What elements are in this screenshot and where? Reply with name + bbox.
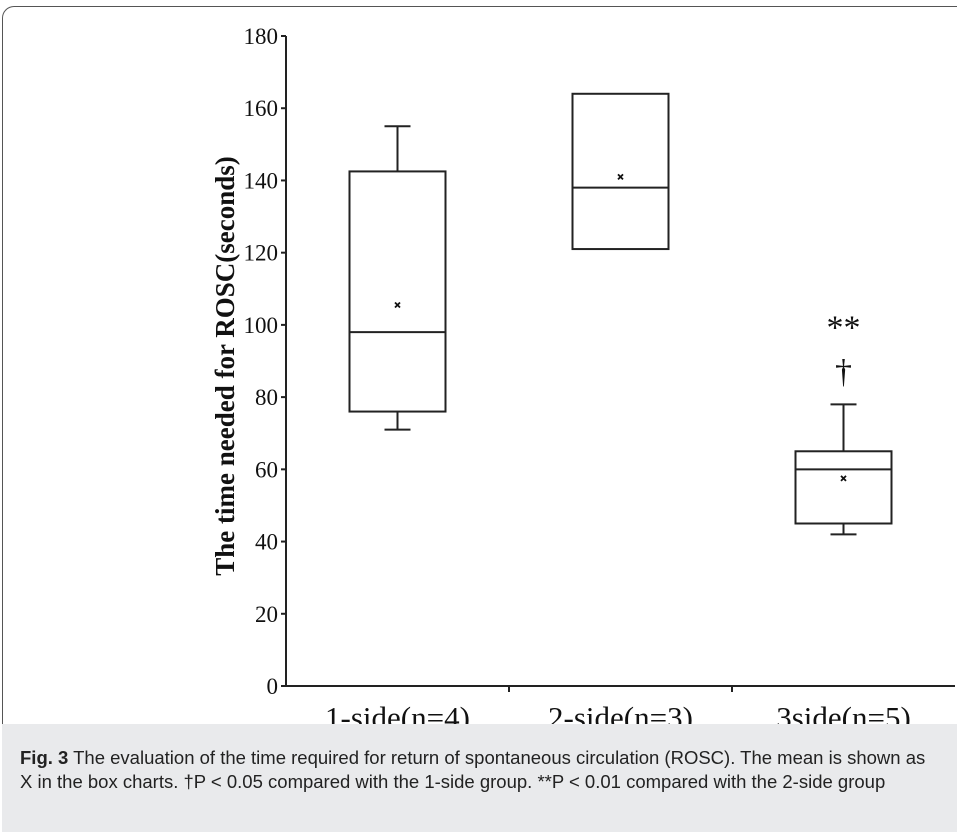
x-category-label: 1-side(n=4) (325, 700, 470, 724)
y-axis-label: The time needed for ROSC(seconds) (210, 156, 240, 575)
figure-caption: Fig. 3 The evaluation of the time requir… (2, 724, 957, 832)
x-category-label: 3side(n=5) (776, 700, 911, 724)
y-tick-label: 140 (244, 168, 279, 193)
axes: 0 20 40 60 80 100 120 140 160 180 (244, 24, 955, 699)
y-tick-label: 0 (267, 674, 279, 699)
box-group (348, 125, 447, 431)
box-chart: 0 20 40 60 80 100 120 140 160 180 ** † 1-side(n=4)… (210, 24, 955, 724)
y-tick-label: 100 (244, 313, 279, 338)
figure-frame (2, 6, 957, 832)
y-tick-label: 80 (255, 385, 278, 410)
mean-marker (840, 475, 847, 482)
y-tick-label: 40 (255, 530, 278, 555)
y-tick-label: 160 (244, 96, 279, 121)
box-iqr (348, 170, 447, 413)
significance-annotation: † (835, 353, 852, 390)
significance-annotation: ** (827, 309, 861, 346)
box-group: ** † (794, 309, 893, 536)
box-iqr (794, 450, 893, 525)
x-category-label: 2-side(n=3) (548, 700, 693, 724)
y-tick-label: 20 (255, 602, 278, 627)
labels: 1-side(n=4) 2-side(n=3) 3side(n=5) The time… (210, 156, 911, 724)
y-tick-label: 60 (255, 457, 278, 482)
y-tick-label: 180 (244, 24, 279, 49)
caption-text: The evaluation of the time required for … (20, 747, 926, 792)
mean-marker (617, 173, 624, 180)
box-group (571, 92, 670, 251)
mean-marker (394, 301, 401, 309)
y-tick-label: 120 (244, 241, 279, 266)
box-iqr (571, 92, 670, 251)
caption-label: Fig. 3 (20, 747, 69, 768)
boxes: ** † (348, 92, 893, 536)
